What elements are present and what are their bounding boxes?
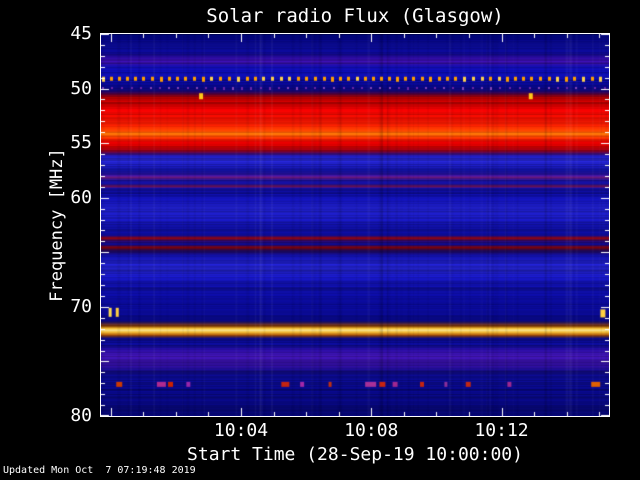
x-tick-label: 10:04 [213, 420, 269, 441]
x-tick-label: 10:12 [474, 420, 529, 441]
y-tick-label: 45 [70, 23, 92, 44]
y-axis-label: Frequency [MHz] [47, 148, 67, 302]
update-timestamp: Updated Mon Oct 7 07:19:48 2019 [3, 465, 196, 476]
spectrogram-canvas [100, 33, 610, 417]
y-tick-label: 80 [70, 405, 92, 426]
y-tick-label: 50 [70, 77, 92, 99]
x-axis-label: Start Time (28-Sep-19 10:00:00) [187, 444, 523, 465]
y-tick-label: 60 [70, 186, 92, 208]
y-tick-label: 70 [70, 295, 92, 317]
chart-title: Solar radio Flux (Glasgow) [206, 5, 504, 27]
x-tick-label: 10:08 [344, 420, 399, 441]
y-tick-label: 55 [70, 132, 92, 154]
